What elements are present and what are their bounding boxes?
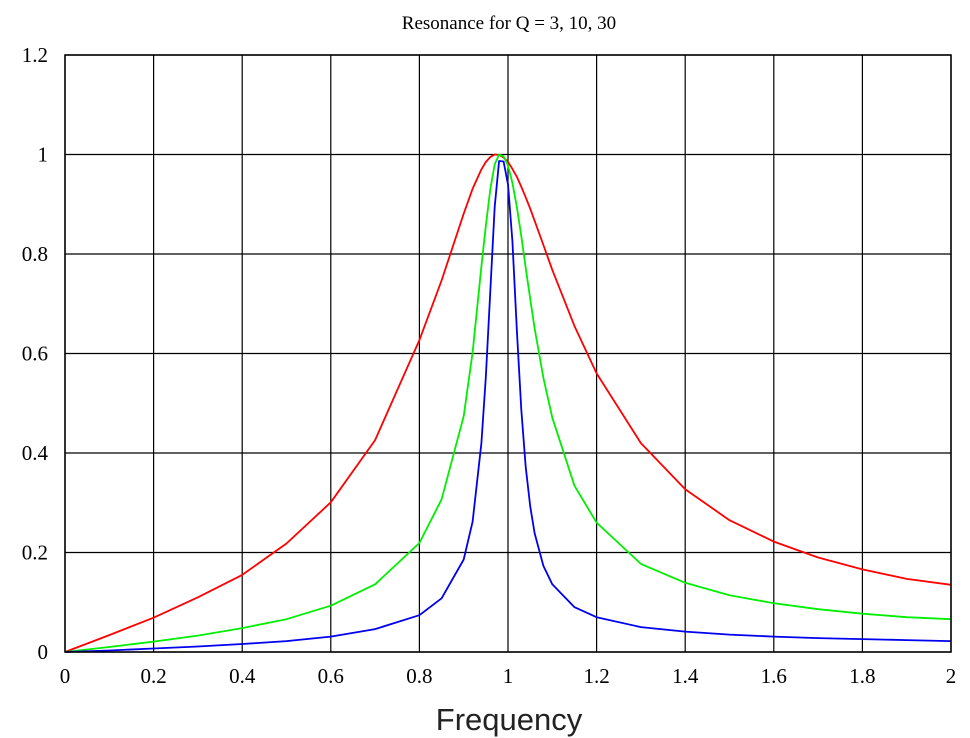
series-layer: [64, 153, 952, 653]
x-tick-label: 2: [946, 664, 957, 688]
y-tick-label: 0.2: [22, 541, 48, 565]
y-tick-label: 1: [38, 143, 49, 167]
plot-frame: [64, 54, 952, 653]
chart-title: Resonance for Q = 3, 10, 30: [402, 13, 616, 34]
y-tick-label: 0.4: [22, 441, 49, 465]
series-line-2: [64, 153, 952, 653]
x-tick-label: 1.6: [761, 664, 787, 688]
x-tick-label: 1: [503, 664, 514, 688]
x-tick-label: 0.2: [140, 664, 166, 688]
x-tick-label: 0.8: [406, 664, 432, 688]
x-tick-label: 0.6: [318, 664, 344, 688]
x-tick-label: 1.2: [583, 664, 609, 688]
x-axis-label: Frequency: [436, 702, 583, 737]
x-tick-label: 1.4: [672, 664, 699, 688]
y-tick-label: 0: [38, 640, 49, 664]
series-line-1: [64, 153, 952, 653]
series-line-3: [64, 160, 952, 653]
y-tick-label: 0.6: [22, 342, 48, 366]
x-tick-labels: 0 0.2 0.4 0.6 0.8 1 1.2 1.4 1.6 1.8 2: [60, 664, 957, 688]
y-tick-labels: 0 0.2 0.4 0.6 0.8 1 1.2: [22, 43, 49, 664]
grid-lines: [64, 54, 952, 653]
x-tick-label: 0: [60, 664, 71, 688]
y-tick-label: 1.2: [22, 43, 48, 67]
x-tick-label: 1.8: [849, 664, 875, 688]
y-tick-label: 0.8: [22, 242, 48, 266]
x-tick-label: 0.4: [229, 664, 256, 688]
